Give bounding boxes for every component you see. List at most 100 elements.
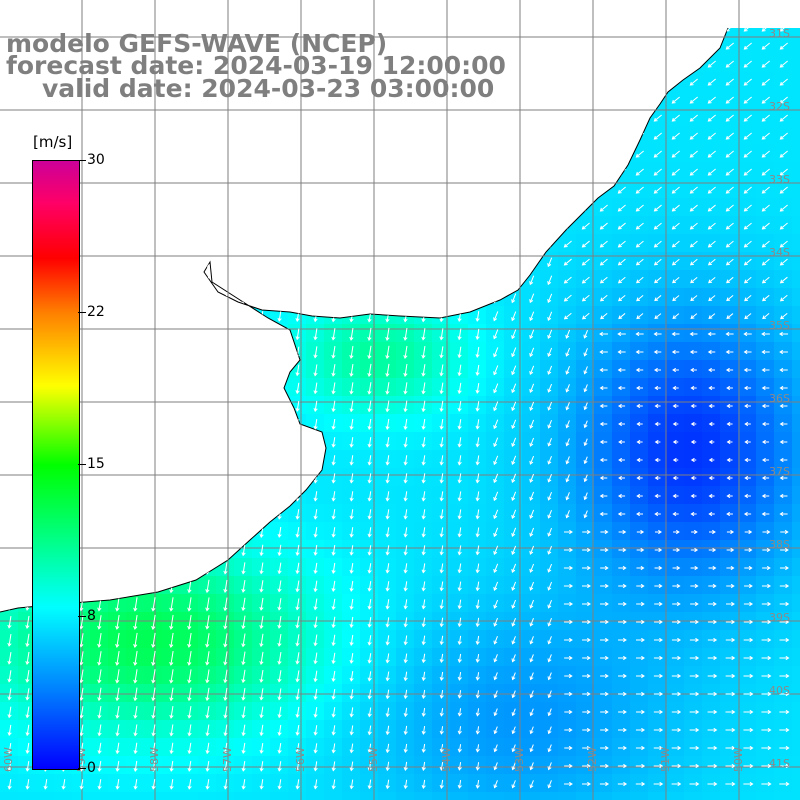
wind-speed-cell — [576, 324, 595, 343]
wind-speed-cell — [414, 558, 433, 577]
wind-vector — [187, 632, 192, 648]
wind-speed-cell — [162, 684, 181, 703]
wind-vector — [385, 707, 390, 718]
wind-speed-cell — [522, 522, 541, 541]
wind-vector — [779, 403, 788, 409]
wind-vector — [761, 331, 770, 337]
wind-vector — [547, 636, 552, 645]
wind-speed-cell — [738, 306, 757, 325]
wind-speed-cell — [720, 720, 739, 739]
wind-vector — [600, 637, 609, 643]
longitude-label: 56W — [294, 747, 307, 772]
wind-speed-cell — [432, 342, 451, 361]
wind-speed-cell — [360, 522, 379, 541]
wind-speed-cell — [738, 558, 757, 577]
wind-speed-cell — [540, 270, 559, 289]
wind-vector — [331, 598, 336, 611]
wind-vector — [547, 474, 552, 483]
wind-speed-cell — [234, 630, 253, 649]
wind-speed-cell — [648, 324, 667, 343]
wind-speed-cell — [684, 648, 703, 667]
wind-speed-cell — [432, 774, 451, 793]
wind-speed-cell — [576, 414, 595, 433]
wind-speed-cell — [270, 594, 289, 613]
wind-speed-cell — [378, 540, 397, 559]
colorbar — [32, 160, 80, 770]
wind-speed-cell — [414, 648, 433, 667]
wind-speed-cell — [756, 648, 775, 667]
wind-speed-cell — [630, 666, 649, 685]
wind-vector — [617, 258, 626, 266]
wind-speed-cell — [540, 666, 559, 685]
wind-vector — [654, 276, 662, 284]
wind-vector — [529, 527, 535, 537]
wind-vector — [133, 760, 138, 772]
wind-vector — [511, 311, 517, 322]
wind-speed-cell — [702, 666, 721, 685]
wind-vector — [133, 614, 138, 630]
wind-speed-cell — [756, 558, 775, 577]
wind-vector — [654, 475, 661, 481]
wind-vector — [493, 581, 499, 591]
wind-speed-cell — [414, 378, 433, 397]
wind-vector — [761, 28, 770, 32]
wind-vector — [223, 724, 228, 737]
wind-vector — [618, 313, 626, 320]
wind-vector — [439, 761, 444, 771]
wind-speed-cell — [666, 144, 685, 163]
wind-vector — [707, 168, 716, 176]
wind-speed-cell — [378, 504, 397, 523]
wind-speed-cell — [504, 342, 523, 361]
wind-vector — [511, 401, 517, 412]
wind-speed-cell — [0, 666, 19, 685]
wind-speed-cell — [630, 576, 649, 595]
wind-speed-cell — [450, 684, 469, 703]
wind-speed-cell — [648, 270, 667, 289]
wind-vector — [97, 779, 102, 790]
wind-vector — [511, 437, 517, 448]
longitude-label: 55W — [367, 747, 380, 772]
wind-speed-cell — [756, 234, 775, 253]
wind-vector — [457, 527, 462, 538]
wind-vector — [671, 168, 680, 176]
wind-speed-cell — [684, 108, 703, 127]
wind-vector — [115, 597, 120, 612]
wind-speed-cell — [702, 216, 721, 235]
wind-vector — [475, 491, 480, 502]
wind-speed-cell — [594, 324, 613, 343]
wind-vector — [547, 347, 553, 357]
wind-vector — [421, 364, 426, 377]
wind-speed-cell — [414, 720, 433, 739]
wind-speed-cell — [576, 432, 595, 451]
wind-speed-cell — [756, 792, 775, 800]
wind-speed-cell — [792, 72, 800, 91]
wind-vector — [241, 615, 246, 630]
wind-speed-cell — [468, 774, 487, 793]
wind-speed-cell — [576, 504, 595, 523]
wind-speed-cell — [126, 648, 145, 667]
wind-speed-cell — [450, 504, 469, 523]
wind-speed-cell — [666, 666, 685, 685]
wind-speed-cell — [792, 54, 800, 73]
wind-speed-cell — [360, 684, 379, 703]
wind-vector — [187, 706, 192, 719]
wind-speed-cell — [666, 360, 685, 379]
wind-speed-cell — [576, 396, 595, 415]
wind-speed-cell — [72, 774, 91, 793]
wind-speed-cell — [270, 756, 289, 775]
wind-speed-cell — [162, 720, 181, 739]
wind-vector — [421, 671, 426, 682]
wind-speed-cell — [198, 576, 217, 595]
wind-speed-cell — [756, 468, 775, 487]
wind-speed-cell — [648, 306, 667, 325]
wind-vector — [79, 687, 84, 702]
wind-speed-cell — [504, 540, 523, 559]
wind-vector — [743, 96, 752, 104]
wind-vector — [547, 672, 552, 681]
wind-speed-cell — [540, 306, 559, 325]
wind-vector — [761, 403, 770, 409]
wind-vector — [313, 527, 318, 538]
wind-vector — [457, 563, 462, 574]
wind-vector — [761, 78, 770, 86]
wind-vector — [439, 653, 444, 664]
